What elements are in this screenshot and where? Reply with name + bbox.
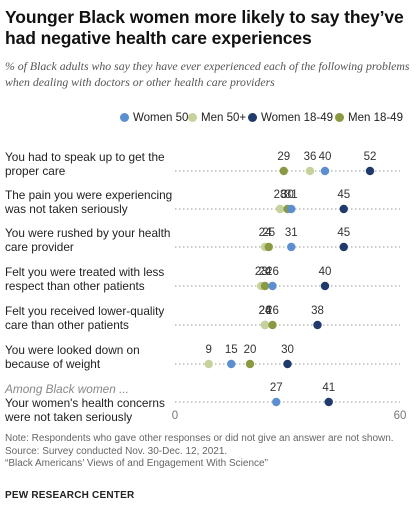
chart-title: Younger Black women more likely to say t… [5, 7, 404, 48]
data-label: 28 [274, 189, 287, 201]
category-label-lower-quality: Felt you received lower-quality care tha… [5, 304, 165, 332]
category-label-pain: The pain you were experiencing was not t… [5, 188, 173, 216]
data-label: 52 [364, 151, 377, 163]
legend-label: Women 18-49 [261, 112, 334, 124]
data-label: 26 [266, 305, 279, 317]
category-group-label: Among Black women ... [5, 382, 129, 396]
data-point [324, 397, 333, 407]
data-point [204, 359, 213, 369]
legend-women-50plus: Women 50+ [120, 112, 195, 124]
data-point [264, 242, 273, 252]
category-label-rushed: You were rushed by your health care prov… [5, 226, 171, 254]
data-label: 38 [311, 305, 324, 317]
legend-label: Men 50+ [201, 112, 247, 124]
chart-subtitle: % of Black adults who say they have ever… [5, 59, 410, 89]
data-point [320, 166, 330, 176]
data-point [275, 204, 285, 214]
x-tick-label: 0 [172, 410, 178, 422]
data-label: 20 [244, 344, 257, 356]
category-label-weight: You were looked down on because of weigh… [5, 343, 140, 371]
data-label: 25 [262, 227, 275, 239]
legend-women-18-49: Women 18-49 [248, 112, 333, 124]
data-label: 45 [337, 227, 350, 239]
data-point [268, 281, 277, 291]
note-line: Note: Respondents who gave other respons… [5, 433, 394, 444]
data-label: 31 [285, 189, 298, 201]
data-point [227, 359, 236, 369]
legend-marker [248, 113, 257, 122]
data-label: 45 [337, 189, 350, 201]
data-point [365, 166, 375, 176]
data-label: 30 [281, 189, 294, 201]
data-label: 40 [319, 151, 332, 163]
data-label: 26 [259, 305, 272, 317]
data-point [339, 204, 348, 214]
notes: Note: Respondents who gave other respons… [5, 433, 417, 471]
data-label: 27 [270, 382, 283, 394]
data-point [279, 166, 288, 176]
data-label: 31 [285, 227, 298, 239]
category-label-womens-health: Your women's health concerns were not ta… [5, 396, 165, 424]
data-label: 24 [259, 305, 272, 317]
pew-logo-text: PEW RESEARCH CENTER [5, 490, 135, 501]
data-label: 40 [319, 266, 332, 278]
data-label: 29 [277, 151, 290, 163]
data-label: 26 [266, 266, 279, 278]
data-point [260, 320, 270, 330]
data-point [320, 281, 330, 291]
data-point [287, 242, 296, 252]
x-tick-label: 60 [394, 410, 407, 422]
legend-label: Men 18-49 [348, 112, 403, 124]
category-label-less-respect: Felt you were treated with less respect … [5, 265, 165, 293]
legend-marker [120, 113, 129, 122]
data-point [283, 359, 292, 369]
data-point [287, 204, 296, 214]
data-point [305, 166, 315, 176]
data-point [268, 320, 277, 330]
data-label: 41 [322, 382, 335, 394]
data-point [260, 281, 270, 291]
legend: Women 50+ Men 50+ Women 18-49 Men 18-49 [0, 112, 420, 128]
data-point [272, 397, 281, 407]
source-line: Source: Survey conducted Nov. 30-Dec. 12… [5, 445, 228, 457]
data-label: 9 [206, 344, 212, 356]
data-point [339, 242, 348, 252]
category-label-speak-up: You had to speak up to get the proper ca… [5, 150, 165, 178]
data-label: 24 [259, 227, 272, 239]
legend-marker [188, 113, 197, 122]
report-title-line: “Black Americans’ Views of and Engagemen… [5, 458, 268, 469]
legend-marker [335, 113, 344, 122]
legend-label: Women 50+ [133, 112, 196, 124]
data-label: 36 [304, 151, 317, 163]
data-label: 23 [255, 266, 268, 278]
data-point [313, 320, 322, 330]
legend-men-18-49: Men 18-49 [335, 112, 403, 124]
data-label: 24 [259, 266, 272, 278]
data-label: 15 [225, 344, 238, 356]
data-label: 30 [281, 344, 294, 356]
legend-men-50plus: Men 50+ [188, 112, 246, 124]
data-point [245, 359, 255, 369]
